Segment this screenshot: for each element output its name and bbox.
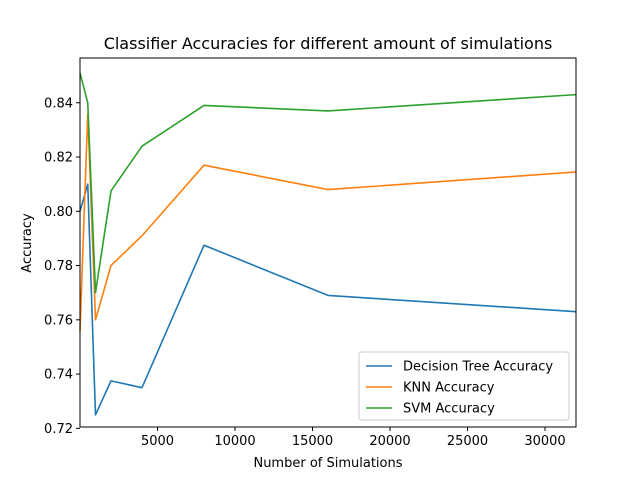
y-axis-title: Accuracy [20, 213, 35, 273]
series-group [79, 72, 577, 416]
y-tick-label: 0.82 [44, 151, 73, 166]
series-line-1 [79, 183, 577, 416]
x-axis-title: Number of Simulations [253, 456, 402, 471]
x-tick-label: 20000 [369, 434, 410, 449]
legend-box [358, 351, 570, 421]
x-tick-label: 5000 [141, 434, 174, 449]
x-axis: 5000 10000 15000 20000 25000 30000 [141, 427, 566, 449]
y-tick-label: 0.72 [44, 422, 73, 437]
x-tick-label: 15000 [292, 434, 333, 449]
x-tick-label: 10000 [214, 434, 255, 449]
x-tick-label: 30000 [524, 434, 565, 449]
x-tick-label: 25000 [447, 434, 488, 449]
chart-title: Classifier Accuracies for different amou… [104, 34, 553, 53]
legend-label: Decision Tree Accuracy [403, 360, 553, 375]
y-tick-label: 0.76 [44, 313, 73, 328]
y-tick-label: 0.80 [44, 205, 73, 220]
legend-label: SVM Accuracy [403, 402, 495, 417]
legend: Decision Tree Accuracy KNN Accuracy SVM Ac… [358, 351, 570, 421]
series-line-3 [79, 72, 577, 294]
plot-frame [79, 57, 577, 428]
y-axis: 0.72 0.74 0.76 0.78 0.80 0.82 0.84 [44, 96, 80, 437]
y-tick-label: 0.78 [44, 259, 73, 274]
legend-label: KNN Accuracy [403, 381, 495, 396]
y-tick-label: 0.74 [44, 368, 73, 383]
y-tick-label: 0.84 [44, 96, 73, 111]
